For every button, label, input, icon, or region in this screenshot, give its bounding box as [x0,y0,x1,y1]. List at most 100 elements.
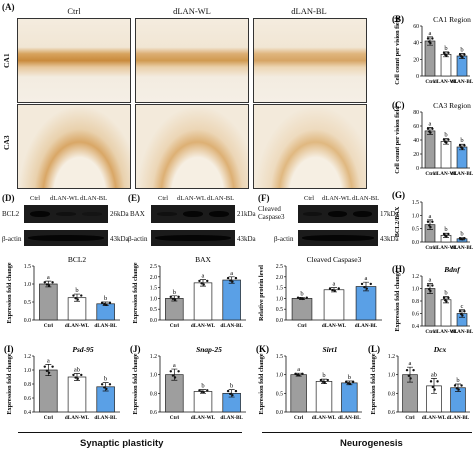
data-point [429,289,432,293]
blot-band [56,212,76,216]
y-tick-label: 2.5 [276,264,283,270]
y-tick-label: 1.0 [412,213,419,219]
significance-letter: ab [74,367,80,374]
y-tick-label: 40 [413,138,419,144]
data-point [299,297,302,300]
data-point [319,378,323,382]
data-point [45,283,49,286]
data-point [226,389,230,393]
significance-letter: a [202,273,205,280]
data-point [444,53,447,56]
significance-letter: b [322,372,325,379]
data-point [346,381,350,385]
y-tick-label: 1.0 [150,296,157,302]
significance-letter: b [173,289,176,296]
data-point [51,281,54,284]
y-tick-label: 0.5 [24,300,31,306]
chart-k: (K) Sirt1 Expression fold change 0.0 0.5 1.0 1… [256,344,362,421]
data-point [460,384,463,387]
chart-g: (G) BCL2/BAX 0.0 0.5 1.0 1.5 a Ctrl b dLAN-WL b dLA… [392,190,474,251]
bar-dlan-wl [440,141,452,169]
chart-panel-label: (K) [256,344,269,354]
data-point [47,284,51,287]
blot-f-lane-ctrl: Ctrl [304,195,315,202]
data-point [431,127,434,130]
data-point [431,220,434,223]
data-point [234,276,238,280]
data-point [433,388,436,391]
data-point [301,297,304,301]
bar-ctrl [165,298,184,321]
x-tick-label: dLAN-BL [220,415,243,421]
data-point [428,224,431,227]
x-tick-label: dLAN-BL [451,79,474,85]
data-point [431,37,434,40]
data-point [173,376,177,379]
significance-letter: b [75,287,78,294]
significance-letter: a [333,281,336,288]
x-tick-label: dLAN-WL [191,415,216,421]
x-tick-label: dLAN-BL [338,415,361,421]
data-point [105,303,108,306]
data-point [331,288,334,292]
blot-d-actin-label: β-actin [2,235,22,243]
blot-band [302,235,374,241]
chart-y-axis-label: Expression fold change [6,262,13,323]
blot-band [30,211,50,217]
blot-e-actin-kda: 43kDa [237,235,256,243]
column-bl-header: dLAN-BL [291,6,327,16]
data-point [369,282,372,286]
data-point [103,302,106,306]
data-point [321,380,324,383]
micrograph-ca1-bl [253,18,367,103]
bar-ctrl [424,130,436,169]
x-tick-label: dLAN-WL [322,323,347,329]
bar-dlan-wl [440,299,452,327]
y-tick-label: 0.6 [150,410,157,416]
chart-panel-label: (C) [392,100,405,110]
blot-f-target-label: Cleaved Caspase3 [258,205,285,221]
y-tick-label: 1.5 [150,286,157,292]
blot-f-actin-label: β-actin [274,235,294,243]
data-point [407,374,411,377]
significance-letter: a [429,213,432,220]
data-point [426,37,430,40]
chart-panel-label: (G) [392,190,405,200]
data-point [337,287,340,290]
data-point [405,368,409,372]
row-ca1-label: CA1 [2,53,11,69]
chart-title: CA1 Region [433,15,471,24]
y-tick-label: 0.0 [276,410,283,416]
panel-e-label: (E) [128,193,140,203]
data-point [171,374,175,377]
data-point [323,381,326,384]
y-tick-label: 0.5 [150,307,157,313]
chart-y-axis-label: Relative protein level [258,265,265,321]
data-point [457,388,460,391]
x-tick-label: dLAN-BL [447,415,470,421]
y-tick-label: 60 [413,24,419,30]
data-point [200,282,203,285]
chart-y-axis-label: Expression fold change [6,353,13,414]
data-point [412,368,415,372]
data-point [444,234,447,237]
blot-band [28,235,104,241]
y-tick-label: 80 [413,110,419,116]
blot-band [353,211,372,217]
data-point [447,51,450,55]
y-tick-label: 1.5 [24,264,31,270]
data-point [328,287,332,290]
data-point [296,296,300,299]
data-point [444,140,447,144]
chart-c: (C) CA3 Region Cell count per vision field… [392,100,474,177]
significance-letter: b [444,132,447,139]
x-tick-label: dLAN-BL [94,323,117,329]
x-tick-label: dLAN-WL [434,79,459,85]
blot-d-lane-ctrl: Ctrl [30,195,41,202]
chart-panel-label: (I) [4,344,14,354]
significance-letter: b [444,45,447,52]
significance-letter: a [429,277,432,284]
significance-letter: b [460,47,463,54]
blot-band [157,212,177,216]
bar-ctrl [39,369,58,413]
